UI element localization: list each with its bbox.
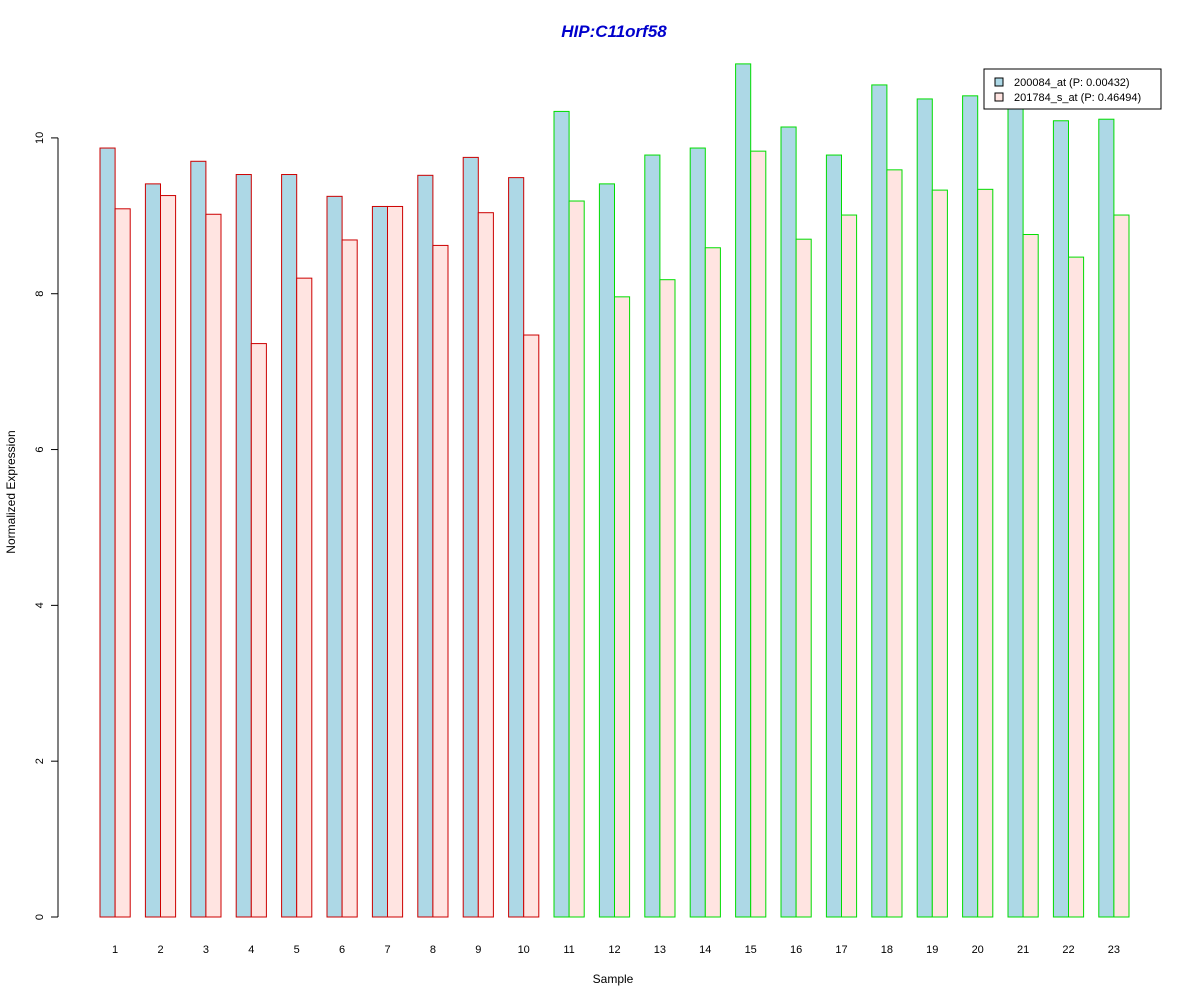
- bar-sample-14-series-1: [689, 147, 706, 918]
- legend-label: 201784_s_at (P: 0.46494): [1014, 92, 1141, 104]
- bar-sample-17-series-1: [825, 154, 843, 918]
- bar-sample-20-series-1: [962, 95, 979, 918]
- x-tick-label: 6: [339, 944, 345, 956]
- bar-sample-6-series-2: [341, 239, 358, 918]
- bar-sample-20-series-2: [977, 188, 994, 918]
- bar-sample-14-series-2: [704, 247, 721, 918]
- x-tick-label: 3: [203, 944, 209, 956]
- legend-swatch: [994, 92, 1004, 102]
- x-tick-label: 14: [699, 944, 711, 956]
- legend: 200084_at (P: 0.00432) 201784_s_at (P: 0.…: [983, 68, 1162, 110]
- bar-sample-23-series-1: [1098, 118, 1115, 918]
- bar-sample-4-series-2: [250, 343, 267, 918]
- bar-sample-17-series-2: [841, 214, 858, 918]
- bar-sample-18-series-2: [886, 169, 903, 918]
- bar-sample-12-series-2: [614, 296, 631, 918]
- x-axis-labels: 1 2 3 4 5 6 7 8 9 10 11 12 13 14 15 16 17 18 19 20 21 22 23: [112, 944, 1120, 956]
- y-tick-label: 10: [34, 132, 46, 144]
- x-tick-label: 8: [430, 944, 436, 956]
- x-tick-label: 10: [518, 944, 530, 956]
- bar-sample-7-series-2: [387, 205, 404, 918]
- bar-sample-11-series-1: [553, 110, 570, 918]
- x-axis-title: Sample: [593, 972, 634, 986]
- bar-sample-13-series-1: [644, 154, 661, 918]
- x-tick-label: 21: [1017, 944, 1029, 956]
- bar-sample-15-series-1: [735, 63, 752, 918]
- x-tick-label: 5: [294, 944, 300, 956]
- bar-sample-19-series-2: [931, 189, 948, 918]
- bar-sample-2-series-1: [144, 183, 161, 918]
- x-tick-label: 4: [248, 944, 254, 956]
- x-tick-label: 23: [1108, 944, 1120, 956]
- x-tick-label: 19: [926, 944, 938, 956]
- bar-sample-4-series-1: [235, 174, 252, 918]
- y-tick-label: 0: [34, 914, 46, 920]
- x-tick-label: 11: [563, 944, 574, 956]
- y-tick-label: 2: [34, 758, 46, 764]
- bar-sample-10-series-1: [508, 177, 525, 918]
- bar-sample-9-series-1: [462, 156, 479, 918]
- bar-sample-3-series-2: [205, 213, 222, 918]
- bar-sample-5-series-2: [296, 277, 313, 918]
- bar-sample-8-series-1: [417, 174, 434, 918]
- x-tick-label: 9: [475, 944, 481, 956]
- bar-sample-6-series-1: [326, 195, 343, 918]
- bar-sample-3-series-1: [190, 160, 207, 918]
- bar-sample-21-series-2: [1022, 234, 1039, 918]
- y-axis: 0 2 4 6 8 10: [34, 132, 59, 920]
- bar-sample-2-series-2: [160, 195, 177, 918]
- x-tick-label: 17: [835, 944, 847, 956]
- bar-sample-22-series-1: [1052, 120, 1070, 918]
- bar-sample-10-series-2: [523, 334, 540, 918]
- bar-sample-9-series-2: [477, 212, 494, 918]
- x-tick-label: 13: [654, 944, 666, 956]
- bar-sample-23-series-2: [1113, 214, 1130, 918]
- y-tick-label: 8: [34, 291, 46, 297]
- chart-title: HIP:C11orf58: [561, 22, 667, 41]
- bar-sample-19-series-1: [916, 98, 933, 918]
- bar-sample-21-series-1: [1007, 106, 1024, 918]
- bar-sample-7-series-1: [371, 205, 388, 918]
- bar-sample-22-series-2: [1068, 256, 1085, 918]
- bar-sample-16-series-2: [795, 238, 812, 918]
- bar-sample-1-series-1: [99, 147, 116, 918]
- bar-sample-11-series-2: [568, 200, 585, 918]
- legend-swatch: [994, 77, 1004, 87]
- bar-sample-15-series-2: [750, 150, 767, 918]
- x-tick-label: 20: [972, 944, 984, 956]
- bar-sample-18-series-1: [871, 84, 888, 918]
- x-tick-label: 2: [157, 944, 163, 956]
- x-tick-label: 1: [112, 944, 118, 956]
- legend-label: 200084_at (P: 0.00432): [1014, 77, 1130, 89]
- bar-sample-12-series-1: [598, 183, 616, 918]
- bar-sample-1-series-2: [114, 208, 131, 918]
- bars-layer: [99, 63, 1130, 918]
- bar-sample-8-series-2: [432, 244, 449, 918]
- x-tick-label: 22: [1062, 944, 1074, 956]
- y-tick-label: 4: [34, 602, 46, 608]
- x-tick-label: 16: [790, 944, 802, 956]
- bar-sample-13-series-2: [659, 279, 676, 918]
- bar-sample-5-series-1: [281, 174, 298, 918]
- y-tick-label: 6: [34, 446, 46, 452]
- x-tick-label: 18: [881, 944, 893, 956]
- bar-sample-16-series-1: [780, 126, 797, 918]
- y-axis-title: Normalized Expression: [4, 430, 18, 553]
- legend-box: [983, 68, 1162, 110]
- x-tick-label: 12: [608, 944, 620, 956]
- x-tick-label: 7: [384, 944, 390, 956]
- x-tick-label: 15: [745, 944, 757, 956]
